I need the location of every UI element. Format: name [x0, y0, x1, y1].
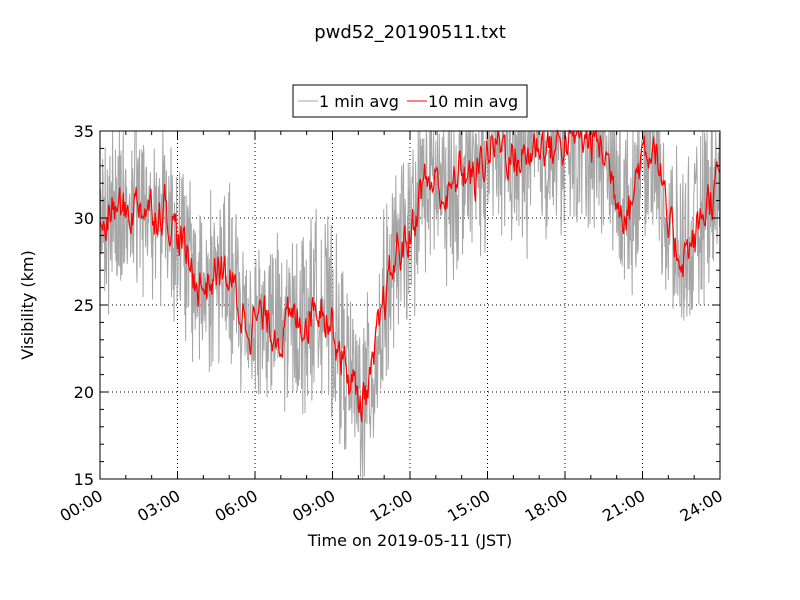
- x-axis-label: Time on 2019-05-11 (JST): [307, 531, 512, 550]
- y-tick-label: 35: [74, 122, 94, 141]
- y-tick-labels: 15 20 25 30 35: [74, 122, 94, 489]
- x-tick-label: 18:00: [522, 486, 571, 526]
- y-axis-label: Visibility (km): [18, 250, 37, 359]
- plot-area: [99, 128, 721, 480]
- legend: 1 min avg 10 min avg: [292, 84, 528, 118]
- x-tick-label: 15:00: [444, 486, 493, 526]
- y-tick-label: 20: [74, 383, 94, 402]
- chart-title: pwd52_20190511.txt: [314, 22, 506, 43]
- x-tick-label: 12:00: [367, 486, 416, 526]
- legend-label-1min: 1 min avg: [319, 92, 399, 111]
- y-tick-label: 25: [74, 296, 94, 315]
- x-tick-label: 06:00: [212, 486, 261, 526]
- y-tick-label: 15: [74, 470, 94, 489]
- x-tick-labels: 00:00 03:00 06:00 09:00 12:00 15:00 18:00 21:00…: [57, 486, 726, 526]
- axis-ticks: [99, 130, 721, 480]
- x-tick-label: 00:00: [57, 486, 106, 526]
- x-tick-label: 21:00: [599, 486, 648, 526]
- series-1min-avg-line: [99, 130, 721, 480]
- x-tick-label: 24:00: [677, 486, 726, 526]
- x-tick-label: 09:00: [289, 486, 338, 526]
- y-tick-label: 30: [74, 209, 94, 228]
- x-tick-label: 03:00: [134, 486, 183, 526]
- legend-label-10min: 10 min avg: [428, 92, 518, 111]
- series-10min-avg-line: [99, 128, 721, 423]
